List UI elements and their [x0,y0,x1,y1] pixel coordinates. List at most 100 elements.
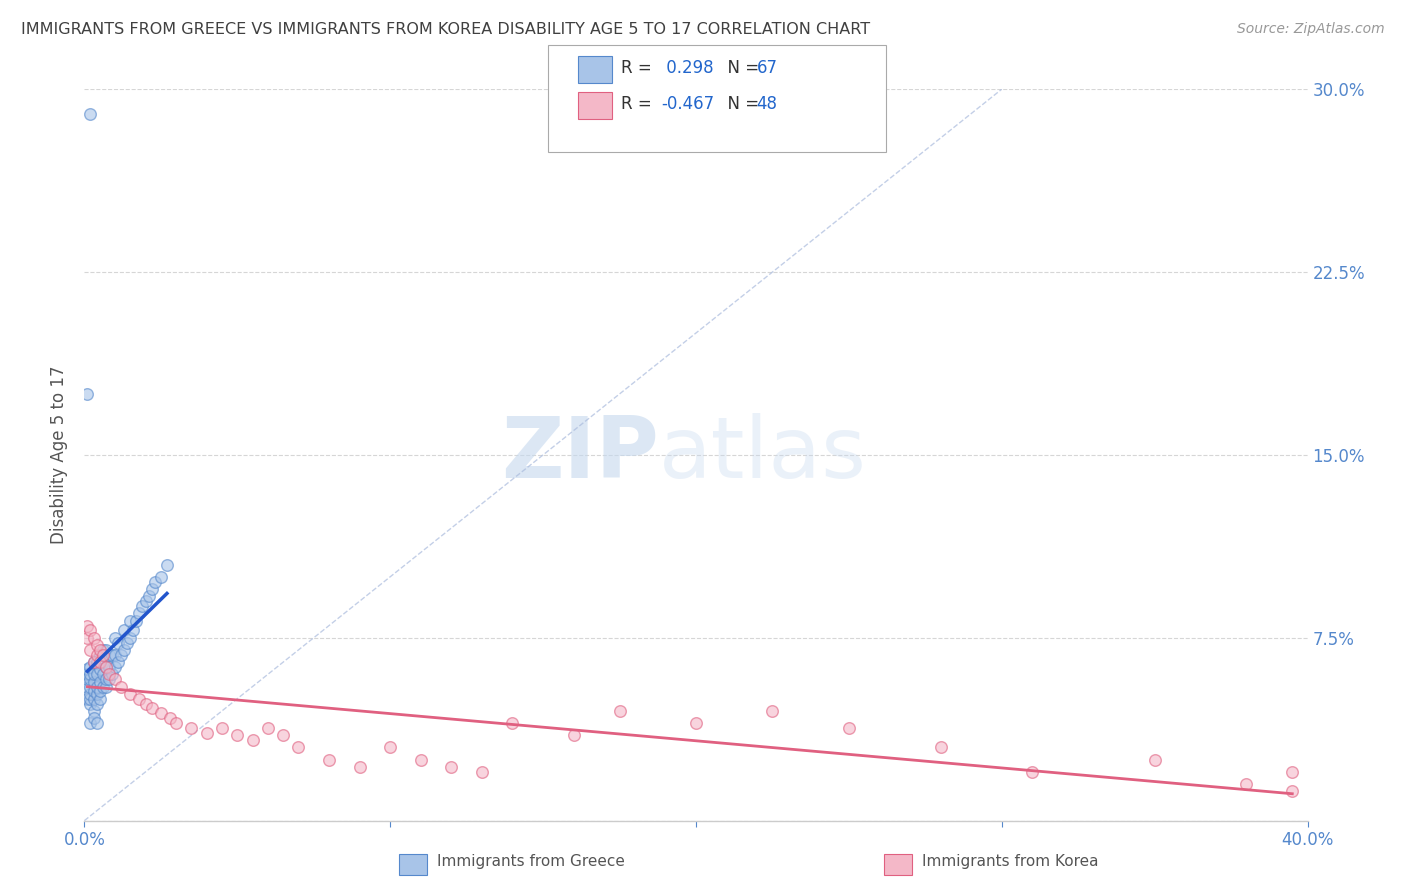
Point [128,607,150,621]
Point [97,667,120,681]
Point [1236,777,1258,791]
Point [91,643,114,657]
Point [125,614,148,628]
Point [91,667,114,681]
Point [83,684,105,698]
Point [94,680,117,694]
Point [135,697,157,711]
Point [1281,784,1303,798]
Text: Immigrants from Korea: Immigrants from Korea [922,855,1099,869]
Point [89,648,111,662]
Point [101,648,124,662]
Point [122,624,145,638]
Point [380,740,402,755]
Text: 0.298: 0.298 [661,59,713,77]
Point [86,697,108,711]
Point [104,648,127,662]
Point [76,618,98,632]
Point [83,655,105,669]
Point [107,635,129,649]
Point [120,687,142,701]
Point [89,674,111,689]
Text: N =: N = [717,59,765,77]
Point [89,643,111,657]
Point [226,728,249,742]
Point [76,667,98,681]
Point [83,704,105,718]
Point [349,760,371,774]
Point [929,740,952,755]
Point [110,648,132,662]
Text: 67: 67 [756,59,778,77]
Point [76,691,98,706]
Point [89,684,111,698]
Point [76,387,98,401]
Point [76,680,98,694]
Point [86,667,108,681]
Point [91,680,114,694]
Point [83,631,105,645]
Point [180,721,202,735]
Point [104,631,127,645]
Point [83,655,105,669]
Point [156,558,179,572]
Point [141,582,163,596]
Point [1143,753,1166,767]
Point [94,643,117,657]
Point [97,660,120,674]
Text: atlas: atlas [659,413,868,497]
Point [440,760,463,774]
Point [79,691,101,706]
Point [110,680,132,694]
Point [83,674,105,689]
Text: IMMIGRANTS FROM GREECE VS IMMIGRANTS FROM KOREA DISABILITY AGE 5 TO 17 CORRELATI: IMMIGRANTS FROM GREECE VS IMMIGRANTS FRO… [21,22,870,37]
Point [79,624,101,638]
Point [257,721,280,735]
Point [86,648,108,662]
Point [94,660,117,674]
Point [91,648,114,662]
Point [135,594,157,608]
Point [471,764,494,779]
Text: 48: 48 [756,95,778,112]
Point [94,672,117,686]
Point [112,643,135,657]
Point [79,716,101,731]
Point [86,687,108,701]
Point [94,660,117,674]
Point [79,660,101,674]
Point [83,691,105,706]
Point [79,680,101,694]
Point [502,716,524,731]
Point [112,624,135,638]
Point [685,716,707,731]
Point [409,753,432,767]
Text: Source: ZipAtlas.com: Source: ZipAtlas.com [1237,22,1385,37]
Point [107,655,129,669]
Point [101,667,124,681]
Point [1021,764,1043,779]
Text: Immigrants from Greece: Immigrants from Greece [437,855,626,869]
Point [562,728,585,742]
Text: N =: N = [717,95,765,112]
Point [287,740,309,755]
Point [120,614,142,628]
Point [79,106,101,120]
Point [79,643,101,657]
Point [131,599,153,613]
Point [76,672,98,686]
Point [242,733,264,747]
Point [79,697,101,711]
Point [149,570,172,584]
Point [761,704,783,718]
Point [141,701,163,715]
Point [97,672,120,686]
Point [76,631,98,645]
Point [1281,764,1303,779]
Point [128,691,150,706]
Point [120,631,142,645]
Point [271,728,294,742]
Point [149,706,172,721]
Point [86,716,108,731]
Point [165,716,187,731]
